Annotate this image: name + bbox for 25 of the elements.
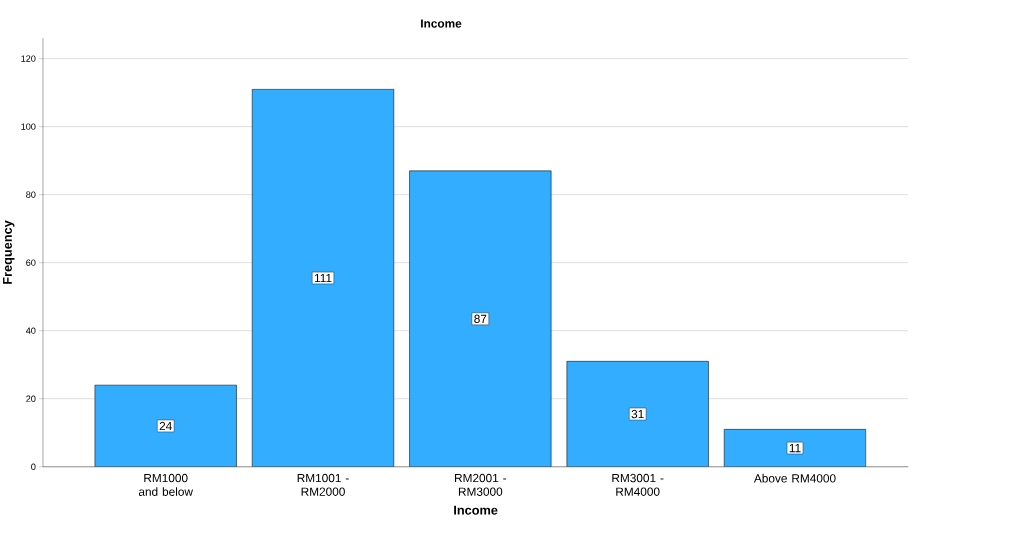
x-tick-label: RM2001 - RM3000 — [455, 473, 507, 496]
x-tick-label: Above RM4000 — [753, 473, 836, 483]
data-label: 24 — [159, 421, 172, 431]
bar — [409, 170, 552, 467]
y-axis-title: Frequency — [3, 220, 15, 284]
y-tick-label: 0 — [31, 463, 36, 470]
y-tick-label: 40 — [25, 327, 36, 334]
bar — [723, 429, 867, 467]
y-tick-label: 20 — [26, 395, 36, 402]
data-label: 31 — [631, 409, 644, 419]
data-label: 111 — [314, 273, 332, 283]
chart-title: Income — [421, 19, 462, 28]
x-tick-label: RM1000 and below — [138, 473, 193, 496]
bar — [252, 89, 394, 467]
x-axis-title: Income — [454, 505, 498, 515]
x-tick-label: RM3001 - RM4000 — [612, 473, 664, 496]
y-tick-label: 60 — [26, 259, 36, 266]
data-label: 87 — [474, 314, 487, 323]
y-tick-label: 80 — [26, 191, 36, 198]
y-tick-label: 120 — [21, 55, 36, 62]
bar — [566, 361, 709, 467]
data-label: 11 — [789, 443, 801, 453]
x-tick-label: RM1001 - RM2000 — [297, 473, 349, 496]
y-tick-label: 100 — [21, 123, 36, 130]
bar — [94, 385, 237, 467]
